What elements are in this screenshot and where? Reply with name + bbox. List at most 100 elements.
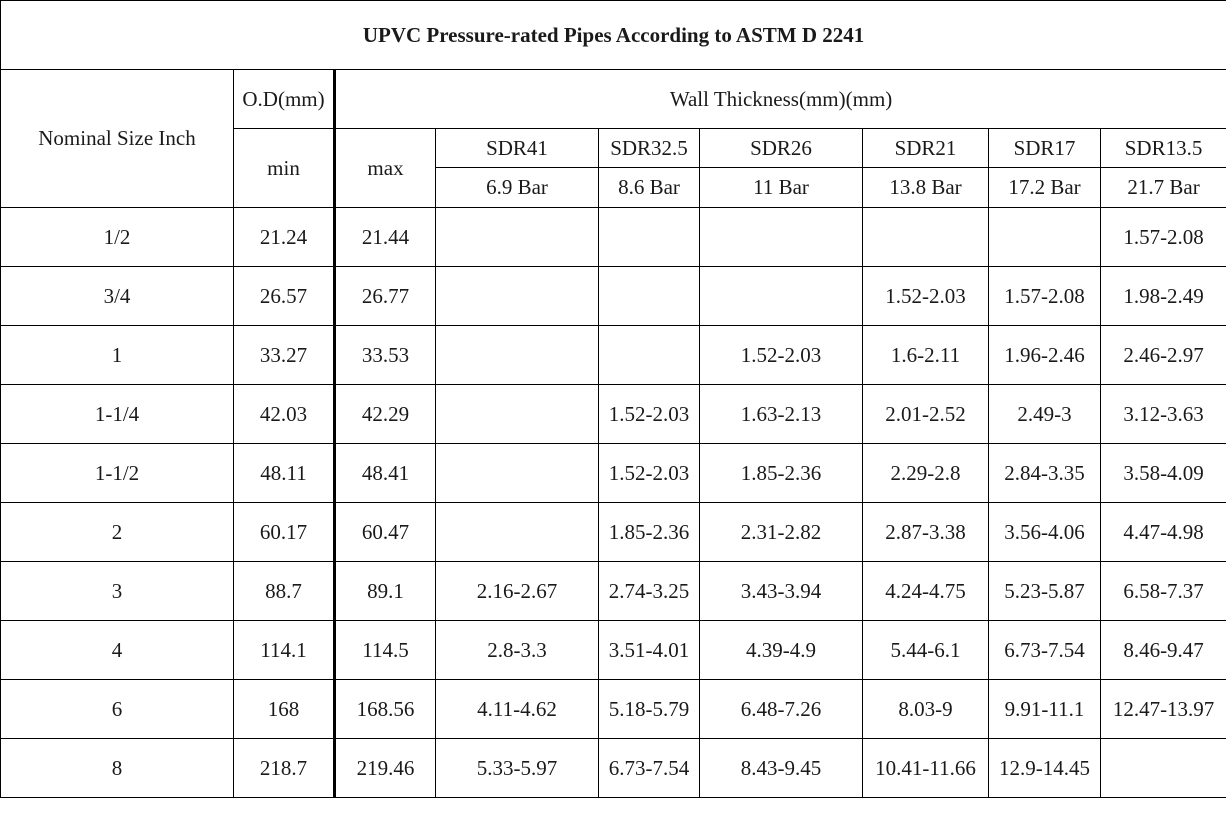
cell-sdr17: 5.23-5.87 <box>988 561 1101 621</box>
cell-sdr13-5: 8.46-9.47 <box>1099 620 1226 680</box>
table-row: 2 60.17 60.47 1.85-2.36 2.31-2.82 2.87-3.38 3.… <box>0 502 1226 562</box>
cell-od-min: 21.24 <box>233 207 336 267</box>
cell-od-max: 114.5 <box>334 620 436 680</box>
cell-sdr17: 6.73-7.54 <box>988 620 1101 680</box>
cell-sdr26: 3.43-3.94 <box>699 561 863 621</box>
cell-sdr41 <box>435 266 599 326</box>
cell-sdr17 <box>988 207 1101 267</box>
cell-od-min: 26.57 <box>233 266 336 326</box>
cell-sdr21: 2.29-2.8 <box>862 443 989 503</box>
table-row: 4 114.1 114.5 2.8-3.3 3.51-4.01 4.39-4.9 5.44-… <box>0 620 1226 680</box>
cell-sdr17: 1.96-2.46 <box>988 325 1101 385</box>
cell-sdr13-5 <box>1099 738 1226 798</box>
header-sdr: SDR13.5 <box>1099 128 1226 168</box>
cell-sdr21: 5.44-6.1 <box>862 620 989 680</box>
cell-od-max: 33.53 <box>334 325 436 385</box>
cell-nominal: 3 <box>0 561 234 621</box>
cell-sdr17: 1.57-2.08 <box>988 266 1101 326</box>
cell-sdr32-5 <box>598 207 700 267</box>
cell-sdr41 <box>435 384 599 444</box>
pipe-spec-table: UPVC Pressure-rated Pipes According to A… <box>0 0 1226 798</box>
cell-sdr41 <box>435 207 599 267</box>
cell-sdr13-5: 3.58-4.09 <box>1099 443 1226 503</box>
cell-sdr32-5 <box>598 266 700 326</box>
cell-sdr41 <box>435 502 599 562</box>
cell-sdr13-5: 4.47-4.98 <box>1099 502 1226 562</box>
cell-nominal: 2 <box>0 502 234 562</box>
cell-sdr41: 4.11-4.62 <box>435 679 599 739</box>
table-row: 3 88.7 89.1 2.16-2.67 2.74-3.25 3.43-3.94 4.24… <box>0 561 1226 621</box>
cell-sdr41: 2.8-3.3 <box>435 620 599 680</box>
header-wall-thickness: Wall Thickness(mm)(mm) <box>333 69 1226 129</box>
cell-sdr32-5: 1.85-2.36 <box>598 502 700 562</box>
cell-sdr13-5: 2.46-2.97 <box>1099 325 1226 385</box>
header-pressure: 6.9 Bar <box>435 167 599 208</box>
header-od-max: max <box>334 128 436 208</box>
header-pressure: 21.7 Bar <box>1099 167 1226 208</box>
cell-sdr13-5: 6.58-7.37 <box>1099 561 1226 621</box>
cell-od-max: 48.41 <box>334 443 436 503</box>
header-pressure: 17.2 Bar <box>988 167 1101 208</box>
cell-od-min: 42.03 <box>233 384 336 444</box>
cell-sdr17: 2.49-3 <box>988 384 1101 444</box>
header-od: O.D(mm) <box>233 69 336 129</box>
cell-sdr21: 4.24-4.75 <box>862 561 989 621</box>
header-pressure: 11 Bar <box>699 167 863 208</box>
cell-od-min: 88.7 <box>233 561 336 621</box>
header-sdr: SDR21 <box>862 128 989 168</box>
cell-sdr13-5: 1.98-2.49 <box>1099 266 1226 326</box>
cell-nominal: 6 <box>0 679 234 739</box>
cell-sdr41 <box>435 325 599 385</box>
cell-sdr17: 12.9-14.45 <box>988 738 1101 798</box>
cell-nominal: 3/4 <box>0 266 234 326</box>
cell-od-min: 218.7 <box>233 738 336 798</box>
cell-sdr13-5: 1.57-2.08 <box>1099 207 1226 267</box>
table-row: 1/2 21.24 21.44 1.57-2.08 <box>0 207 1226 267</box>
header-sdr: SDR32.5 <box>598 128 700 168</box>
cell-nominal: 8 <box>0 738 234 798</box>
cell-sdr26 <box>699 266 863 326</box>
cell-sdr21: 1.52-2.03 <box>862 266 989 326</box>
cell-sdr21: 10.41-11.66 <box>862 738 989 798</box>
cell-od-max: 26.77 <box>334 266 436 326</box>
cell-od-max: 42.29 <box>334 384 436 444</box>
header-nominal-size: Nominal Size Inch <box>0 69 234 208</box>
table-row: 8 218.7 219.46 5.33-5.97 6.73-7.54 8.43-9.45 1… <box>0 738 1226 798</box>
cell-nominal: 1-1/4 <box>0 384 234 444</box>
cell-od-max: 168.56 <box>334 679 436 739</box>
cell-sdr17: 3.56-4.06 <box>988 502 1101 562</box>
cell-sdr17: 9.91-11.1 <box>988 679 1101 739</box>
cell-sdr32-5: 2.74-3.25 <box>598 561 700 621</box>
cell-sdr26: 8.43-9.45 <box>699 738 863 798</box>
cell-sdr13-5: 3.12-3.63 <box>1099 384 1226 444</box>
cell-sdr41: 5.33-5.97 <box>435 738 599 798</box>
cell-nominal: 1 <box>0 325 234 385</box>
cell-sdr26: 2.31-2.82 <box>699 502 863 562</box>
header-sdr: SDR26 <box>699 128 863 168</box>
header-pressure: 13.8 Bar <box>862 167 989 208</box>
cell-od-max: 21.44 <box>334 207 436 267</box>
cell-sdr26: 6.48-7.26 <box>699 679 863 739</box>
cell-od-min: 33.27 <box>233 325 336 385</box>
cell-sdr26 <box>699 207 863 267</box>
cell-sdr21: 8.03-9 <box>862 679 989 739</box>
header-od-min: min <box>233 128 336 208</box>
cell-sdr21: 1.6-2.11 <box>862 325 989 385</box>
cell-od-min: 168 <box>233 679 336 739</box>
cell-nominal: 1-1/2 <box>0 443 234 503</box>
cell-sdr21 <box>862 207 989 267</box>
cell-od-min: 48.11 <box>233 443 336 503</box>
table-row: 3/4 26.57 26.77 1.52-2.03 1.57-2.08 1.98-2.49 <box>0 266 1226 326</box>
cell-od-max: 219.46 <box>334 738 436 798</box>
table-row: 1 33.27 33.53 1.52-2.03 1.6-2.11 1.96-2.46 2.4… <box>0 325 1226 385</box>
cell-sdr26: 4.39-4.9 <box>699 620 863 680</box>
header-pressure: 8.6 Bar <box>598 167 700 208</box>
header-sdr: SDR41 <box>435 128 599 168</box>
cell-od-max: 60.47 <box>334 502 436 562</box>
cell-sdr21: 2.01-2.52 <box>862 384 989 444</box>
cell-sdr32-5: 1.52-2.03 <box>598 443 700 503</box>
table-row: 1-1/4 42.03 42.29 1.52-2.03 1.63-2.13 2.01-2.… <box>0 384 1226 444</box>
cell-sdr26: 1.85-2.36 <box>699 443 863 503</box>
cell-sdr26: 1.52-2.03 <box>699 325 863 385</box>
